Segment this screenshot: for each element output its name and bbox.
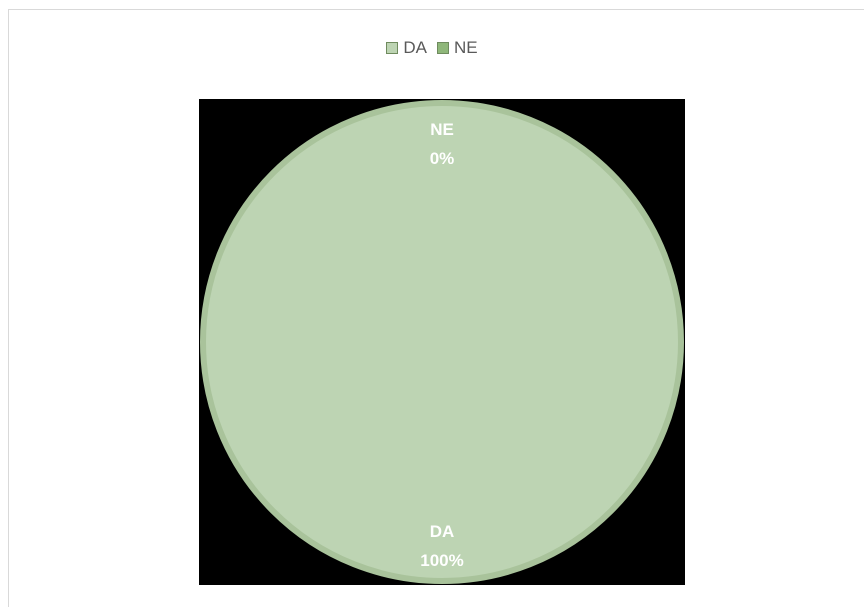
legend-item-ne: NE [437, 38, 478, 58]
plot-area: NE 0% DA 100% [199, 99, 685, 585]
legend-swatch-da [386, 42, 399, 54]
chart-legend: DA NE [0, 36, 864, 60]
data-label-da-category: DA [430, 522, 455, 541]
legend-item-da: DA [386, 38, 427, 58]
pie-data-labels: NE 0% DA 100% [420, 120, 463, 570]
legend-swatch-ne [437, 42, 449, 54]
legend-label-da: DA [403, 38, 427, 57]
pie-chart: NE 0% DA 100% [200, 100, 684, 584]
data-label-da-value: 100% [420, 551, 463, 570]
legend-label-ne: NE [454, 38, 478, 57]
data-label-ne-value: 0% [430, 149, 455, 168]
pie-slices [200, 100, 684, 584]
pie-slice-da [200, 100, 684, 584]
data-label-ne-category: NE [430, 120, 454, 139]
